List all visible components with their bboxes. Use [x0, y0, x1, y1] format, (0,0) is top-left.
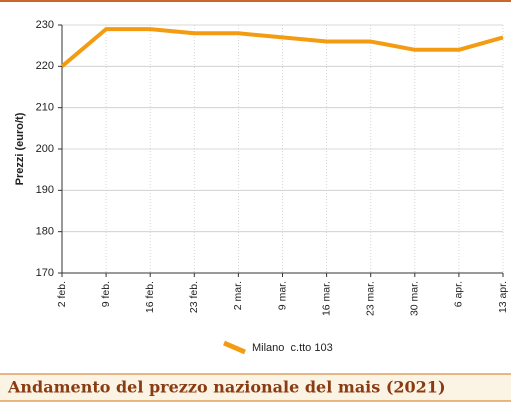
- x-tick-label: 23 feb.: [188, 281, 200, 313]
- y-tick-label: 210: [36, 102, 54, 114]
- x-tick-label: 9 mar.: [276, 281, 288, 310]
- x-tick-label: 13 apr.: [497, 281, 509, 313]
- legend-swatch: [223, 340, 246, 355]
- x-tick-label: 2 feb.: [56, 281, 68, 307]
- top-rule: [0, 0, 511, 2]
- y-axis-label: Prezzi (euro/t): [14, 112, 26, 185]
- line-series: [60, 27, 504, 68]
- y-tick-label: 170: [36, 267, 54, 279]
- x-tick-label: 2 mar.: [232, 281, 244, 310]
- legend-label: Milano c.tto 103: [252, 342, 333, 354]
- x-tick-label: 30 mar.: [409, 281, 421, 316]
- chart-title: Andamento del prezzo nazionale del mais …: [7, 378, 446, 397]
- y-tick-label: 220: [36, 60, 54, 72]
- y-tick-label: 230: [36, 19, 54, 31]
- y-tick-label: 180: [36, 226, 54, 238]
- title-bar: [0, 374, 511, 401]
- x-tick-label: 16 mar.: [320, 281, 332, 316]
- x-tick-label: 23 mar.: [364, 281, 376, 316]
- x-tick-label: 16 feb.: [144, 281, 156, 313]
- x-tick-label: 6 apr.: [453, 281, 465, 307]
- y-tick-label: 190: [36, 184, 54, 196]
- y-tick-label: 200: [36, 143, 54, 155]
- x-tick-label: 9 feb.: [100, 281, 112, 307]
